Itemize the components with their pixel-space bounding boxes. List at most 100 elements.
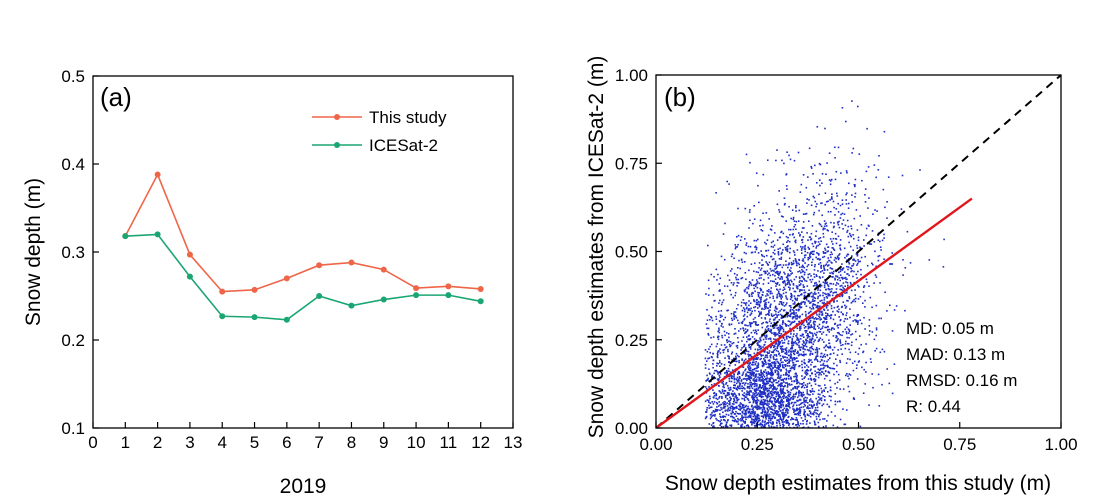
scatter-point: [891, 330, 894, 332]
scatter-point: [776, 288, 778, 291]
scatter-point: [798, 394, 800, 397]
scatter-point: [762, 372, 764, 375]
scatter-point: [739, 328, 742, 330]
scatter-point: [739, 239, 742, 242]
scatter-point: [772, 367, 774, 369]
scatter-point: [838, 226, 841, 229]
scatter-point: [778, 377, 780, 379]
scatter-point: [738, 393, 740, 395]
scatter-point: [793, 310, 795, 312]
scatter-point: [725, 413, 728, 416]
scatter-point: [748, 295, 751, 297]
scatter-point: [711, 412, 713, 414]
scatter-point: [797, 308, 800, 311]
scatter-point: [804, 244, 806, 247]
scatter-point: [837, 146, 840, 149]
scatter-point: [803, 291, 805, 294]
scatter-point: [707, 399, 710, 402]
scatter-point: [762, 338, 765, 341]
scatter-point: [846, 373, 848, 375]
scatter-point: [817, 425, 820, 428]
scatter-point: [796, 357, 798, 359]
scatter-point: [768, 403, 770, 405]
scatter-point: [782, 289, 784, 291]
scatter-point: [772, 412, 774, 414]
scatter-point: [827, 284, 829, 286]
scatter-point: [824, 387, 827, 389]
scatter-point: [768, 395, 771, 398]
scatter-point: [748, 394, 751, 396]
scatter-point: [793, 353, 796, 356]
scatter-point: [814, 383, 817, 385]
scatter-point: [786, 151, 788, 153]
scatter-point: [877, 255, 879, 258]
scatter-point: [800, 323, 803, 326]
scatter-point: [806, 405, 809, 408]
scatter-point: [779, 354, 782, 357]
scatter-point: [803, 289, 806, 291]
scatter-point: [750, 414, 752, 417]
scatter-point: [776, 377, 779, 379]
scatter-point: [787, 390, 790, 393]
scatter-point: [733, 377, 736, 380]
scatter-point: [784, 356, 787, 358]
scatter-point: [758, 267, 760, 269]
scatter-point: [740, 321, 743, 324]
scatter-point: [802, 406, 805, 408]
scatter-point: [729, 289, 731, 292]
scatter-point: [804, 213, 807, 215]
scatter-point: [786, 384, 789, 387]
scatter-point: [808, 340, 811, 342]
scatter-point: [749, 338, 752, 340]
scatter-point: [851, 341, 853, 344]
scatter-point: [713, 391, 716, 394]
scatter-point: [762, 407, 764, 409]
scatter-point: [788, 423, 791, 425]
scatter-point: [787, 402, 789, 405]
scatter-point: [844, 304, 846, 307]
scatter-point: [810, 341, 813, 344]
scatter-point: [794, 315, 796, 318]
scatter-point: [708, 404, 710, 407]
scatter-point: [739, 413, 741, 415]
scatter-point: [746, 385, 749, 388]
scatter-point: [753, 382, 756, 384]
x-tick-label: 4: [217, 433, 226, 452]
scatter-point: [792, 216, 795, 219]
scatter-point: [831, 327, 833, 330]
scatter-point: [755, 401, 757, 403]
scatter-point: [810, 377, 812, 380]
scatter-point: [713, 397, 715, 399]
scatter-point: [724, 415, 727, 418]
scatter-point: [806, 364, 808, 367]
scatter-point: [823, 346, 825, 349]
scatter-point: [779, 329, 782, 331]
scatter-point: [717, 353, 719, 356]
scatter-point: [787, 409, 790, 411]
scatter-point: [744, 421, 747, 423]
y-tick-label: 0.75: [615, 154, 648, 173]
scatter-point: [782, 292, 785, 295]
scatter-point: [736, 281, 739, 284]
scatter-point: [919, 169, 921, 171]
scatter-point: [863, 239, 865, 241]
scatter-point: [787, 266, 789, 269]
scatter-point: [806, 420, 808, 423]
scatter-point: [733, 318, 735, 320]
scatter-point: [830, 305, 833, 307]
scatter-point: [814, 293, 816, 295]
scatter-point: [823, 272, 825, 274]
scatter-point: [839, 247, 841, 250]
scatter-point: [830, 210, 832, 213]
scatter-point: [768, 424, 770, 427]
scatter-point: [733, 375, 735, 378]
scatter-point: [767, 372, 770, 374]
scatter-point: [707, 334, 710, 336]
scatter-point: [792, 418, 795, 420]
scatter-point: [778, 380, 780, 382]
scatter-point: [820, 225, 823, 228]
stat-r: R: 0.44: [906, 397, 961, 416]
scatter-point: [785, 235, 788, 238]
scatter-point: [756, 383, 758, 385]
scatter-point: [738, 408, 740, 410]
